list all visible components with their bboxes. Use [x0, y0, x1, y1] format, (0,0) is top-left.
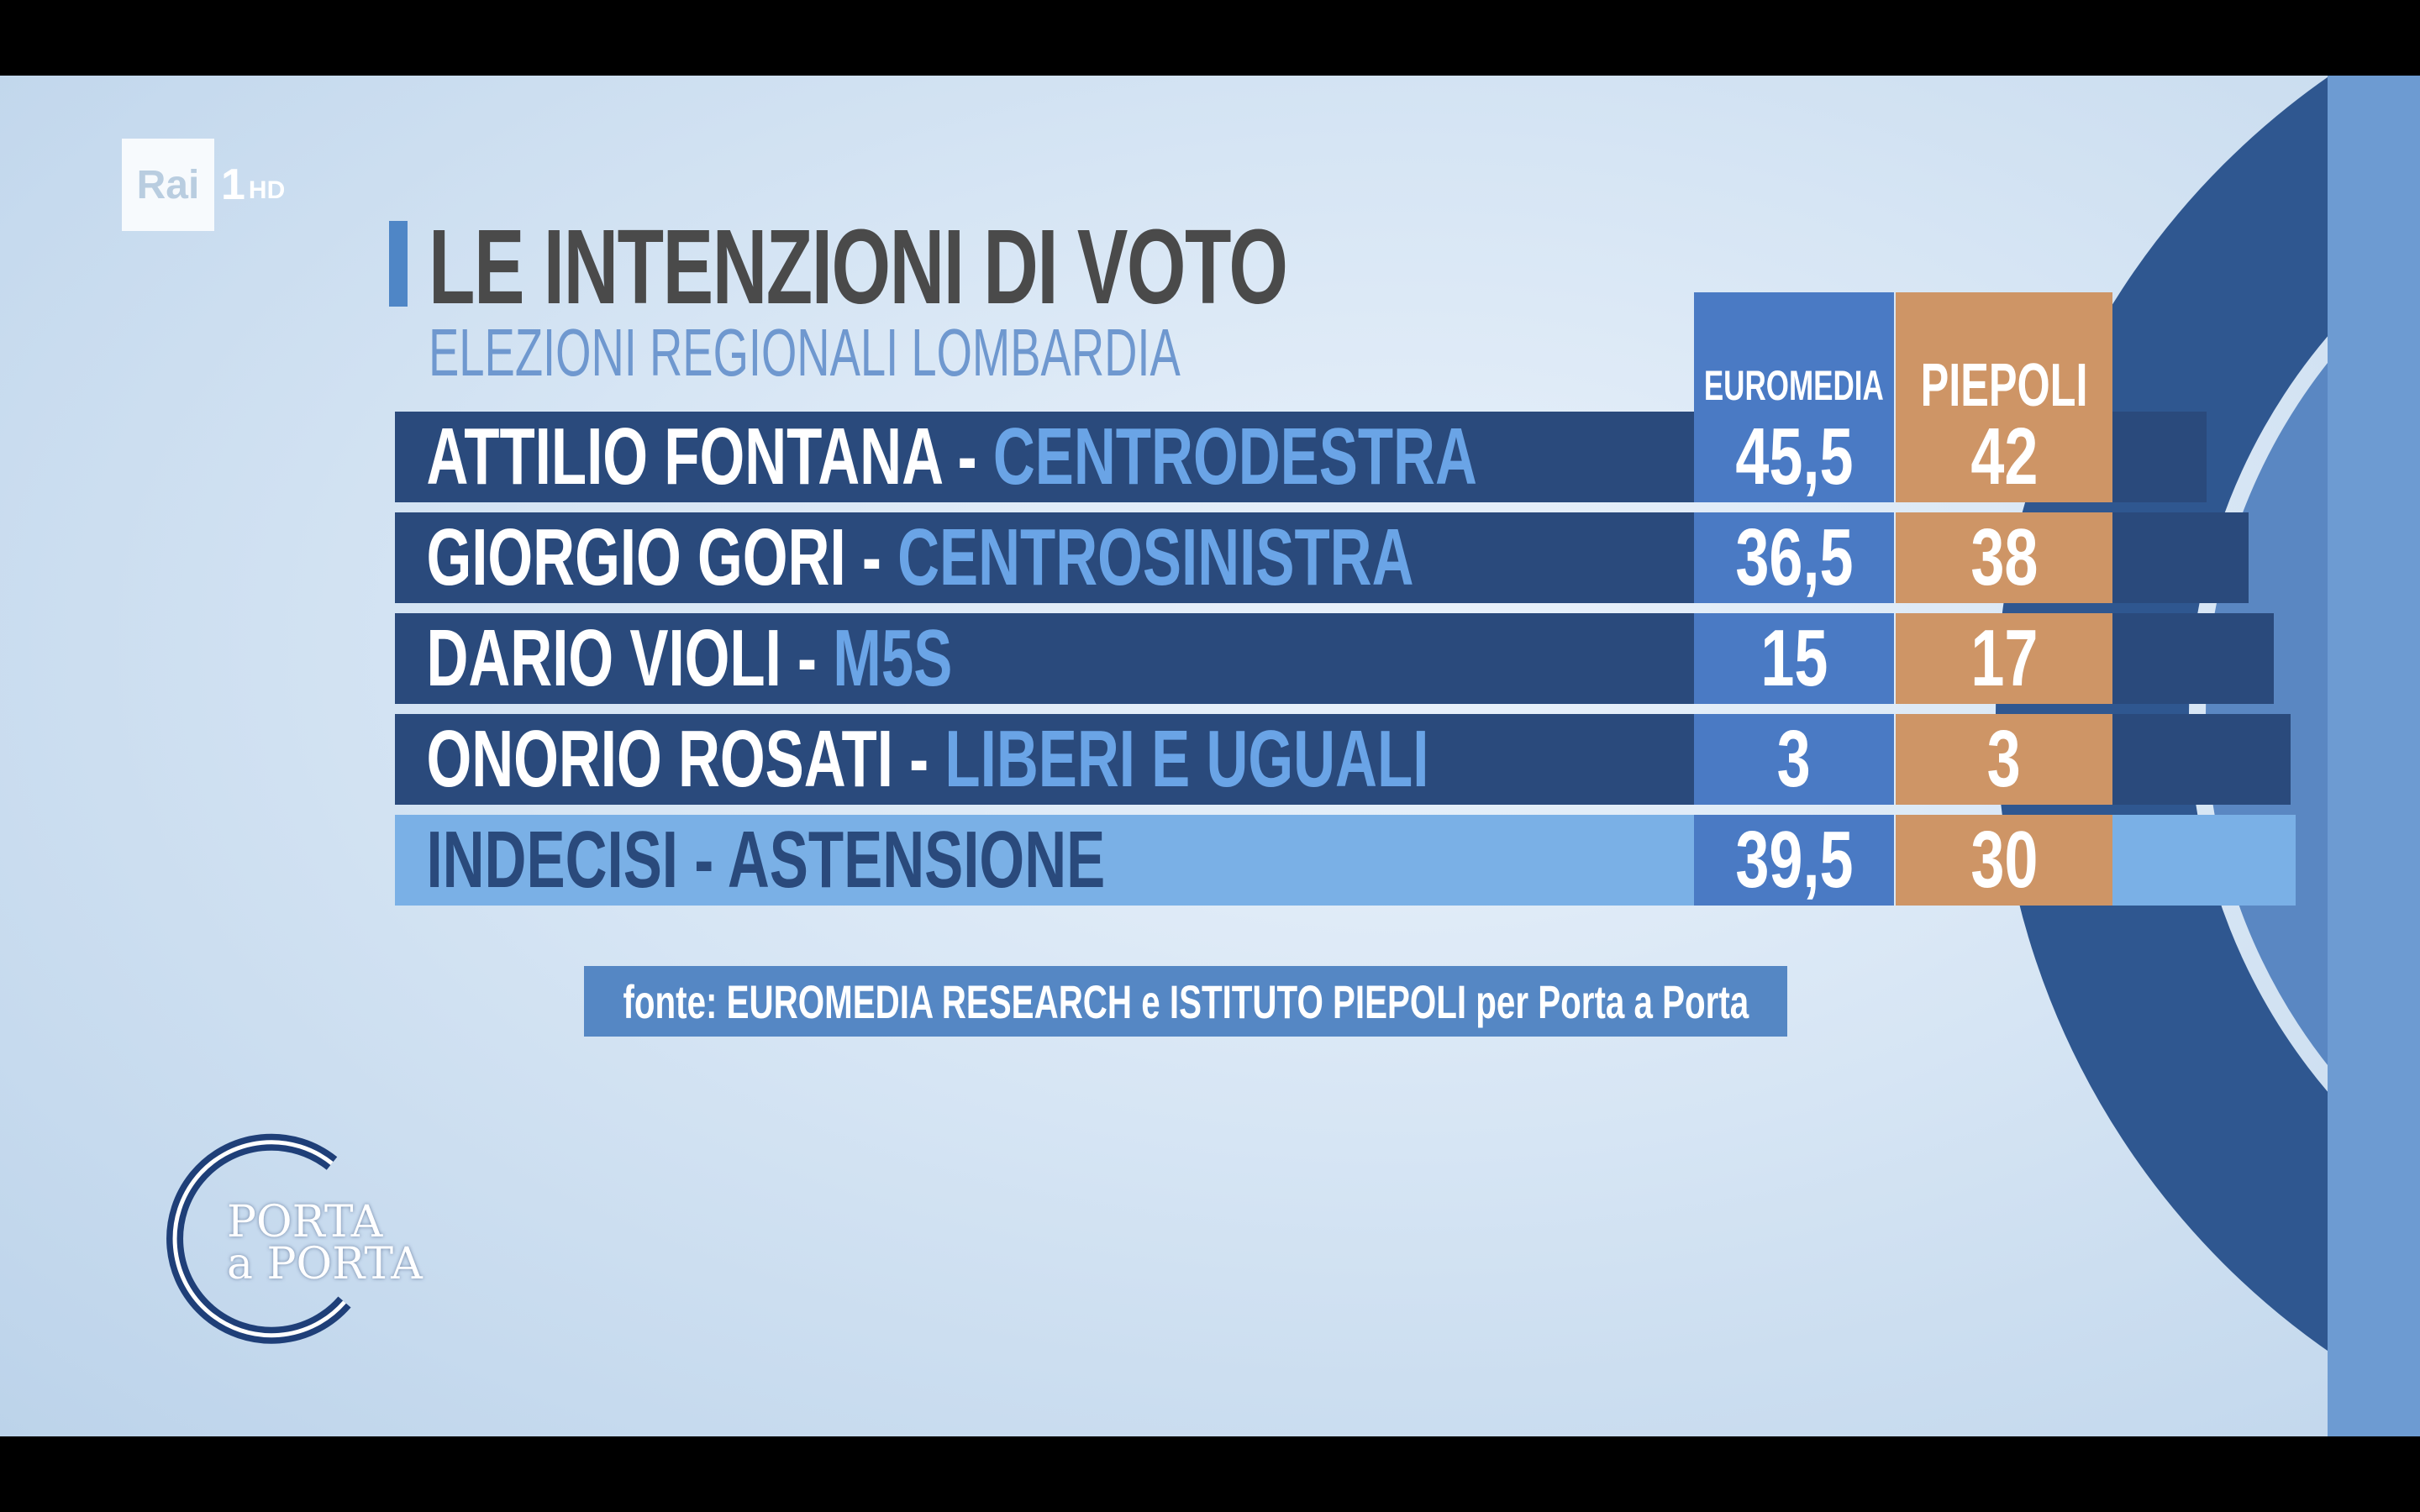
party-name: CENTRODESTRA: [992, 412, 1477, 501]
candidate-name: ATTILIO FONTANA: [426, 412, 942, 501]
page-title: LE INTENZIONI DI VOTO: [429, 207, 1288, 326]
table-row: GIORGIO GORI - CENTROSINISTRA 36,5 38: [395, 512, 2249, 603]
row-tail: [2112, 412, 2207, 502]
euromedia-value: 39,5: [1694, 815, 1894, 906]
row-tail: [2112, 613, 2274, 704]
tv-screen: Rai 1 HD LE INTENZIONI DI VOTO ELEZIONI …: [0, 76, 2420, 1436]
row-tail: [2112, 512, 2249, 603]
piepoli-value: 42: [1896, 412, 2112, 502]
euromedia-value: 15: [1694, 613, 1894, 704]
candidate-name: DARIO VIOLI: [426, 613, 781, 703]
euromedia-value: 45,5: [1694, 412, 1894, 502]
channel-logo: Rai 1 HD: [122, 139, 285, 231]
euromedia-value: 36,5: [1694, 512, 1894, 603]
piepoli-value: 3: [1896, 714, 2112, 805]
show-logo-text: PORTA a PORTA: [227, 1197, 423, 1289]
undecided-name: INDECISI - ASTENSIONE: [426, 815, 1106, 905]
candidate-name: GIORGIO GORI: [426, 512, 846, 602]
party-name: CENTROSINISTRA: [897, 512, 1414, 602]
piepoli-value: 30: [1896, 815, 2112, 906]
piepoli-value: 17: [1896, 613, 2112, 704]
euromedia-value: 3: [1694, 714, 1894, 805]
row-tail: [2112, 714, 2291, 805]
undecided-label: INDECISI - ASTENSIONE: [395, 815, 1694, 906]
channel-number: 1: [221, 160, 245, 209]
porta-a-porta-logo-ring: [166, 1133, 351, 1344]
table-row: ATTILIO FONTANA - CENTRODESTRA 45,5 42: [395, 412, 2207, 502]
candidate-label: DARIO VIOLI - M5S: [395, 613, 1694, 704]
page-subtitle: ELEZIONI REGIONALI LOMBARDIA: [429, 315, 1181, 390]
candidate-name: ONORIO ROSATI: [426, 714, 893, 804]
table-row: ONORIO ROSATI - LIBERI E UGUALI 3 3: [395, 714, 2291, 805]
rai-logo: Rai: [122, 139, 214, 231]
table-row: DARIO VIOLI - M5S 15 17: [395, 613, 2274, 704]
separator: -: [909, 714, 929, 804]
piepoli-value: 38: [1896, 512, 2112, 603]
hd-badge: HD: [248, 176, 286, 204]
title-accent-bar: [389, 221, 408, 307]
separator: -: [797, 613, 818, 703]
row-tail: [2112, 815, 2296, 906]
separator: -: [957, 412, 977, 501]
candidate-label: ONORIO ROSATI - LIBERI E UGUALI: [395, 714, 1694, 805]
party-name: LIBERI E UGUALI: [944, 714, 1429, 804]
candidate-label: GIORGIO GORI - CENTROSINISTRA: [395, 512, 1694, 603]
candidate-label: ATTILIO FONTANA - CENTRODESTRA: [395, 412, 1694, 502]
table-row: INDECISI - ASTENSIONE 39,5 30: [395, 815, 2296, 906]
separator: -: [861, 512, 881, 602]
source-note: fonte: EUROMEDIA RESEARCH e ISTITUTO PIE…: [584, 966, 1787, 1037]
party-name: M5S: [833, 613, 953, 703]
